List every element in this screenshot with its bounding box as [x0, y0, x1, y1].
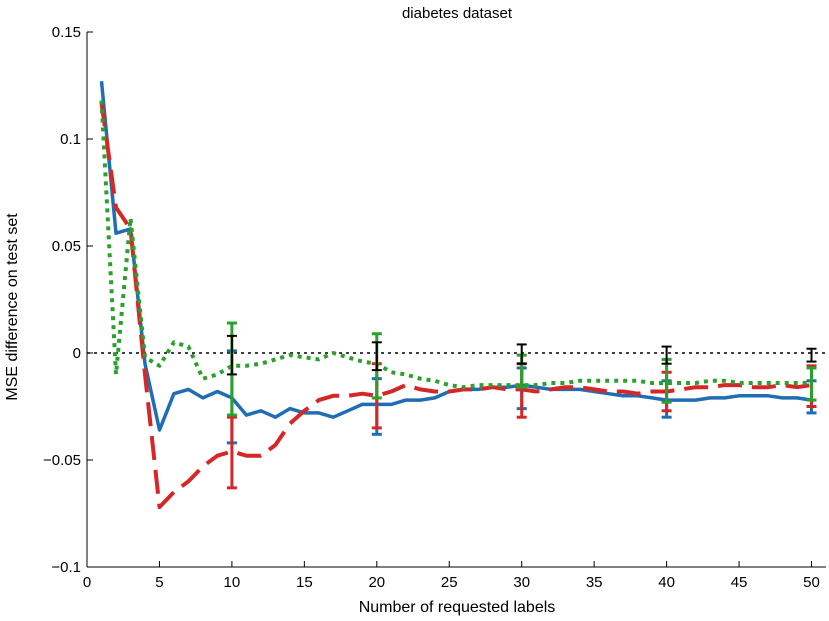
x-tick-label-10: 10 — [224, 574, 241, 591]
error-bar-series-3-5 — [806, 366, 817, 402]
y-tick-label-4: 0.1 — [60, 131, 81, 148]
y-tick-label-5: 0.15 — [52, 24, 81, 41]
plot-area — [87, 81, 826, 510]
x-tick-label-0: 0 — [83, 574, 91, 591]
y-tick-label-0: −0.1 — [51, 559, 81, 576]
x-tick-label-35: 35 — [586, 574, 603, 591]
error-bar-series-2-1 — [226, 415, 237, 490]
axes: 0 5 10 15 20 25 30 35 40 45 50 −0.1 −0.05 0 0.05 0.1 0.1… — [43, 24, 826, 591]
x-tick-label-15: 15 — [296, 574, 313, 591]
y-axis-label: MSE difference on test set — [4, 213, 21, 401]
error-bar-series-4-1 — [226, 334, 237, 376]
x-tick-label-5: 5 — [155, 574, 163, 591]
x-tick-label-45: 45 — [731, 574, 748, 591]
x-tick-label-25: 25 — [441, 574, 458, 591]
series-line-1 — [99, 81, 812, 432]
series-line-3 — [99, 100, 812, 390]
error-bar-series-4-3 — [516, 343, 527, 365]
x-tick-label-40: 40 — [658, 574, 675, 591]
x-tick-label-20: 20 — [368, 574, 385, 591]
x-axis-label: Number of requested labels — [359, 599, 556, 616]
error-bar-series-4-4 — [661, 345, 672, 365]
y-tick-label-1: −0.05 — [43, 452, 81, 469]
chart-title: diabetes dataset — [402, 5, 513, 22]
x-tick-label-30: 30 — [513, 574, 530, 591]
error-bar-series-4-2 — [371, 341, 382, 372]
series-line-2 — [99, 102, 812, 510]
x-tick-label-50: 50 — [803, 574, 820, 591]
error-bar-series-4-5 — [806, 347, 817, 363]
y-tick-label-2: 0 — [73, 345, 81, 362]
y-tick-label-3: 0.05 — [52, 238, 81, 255]
